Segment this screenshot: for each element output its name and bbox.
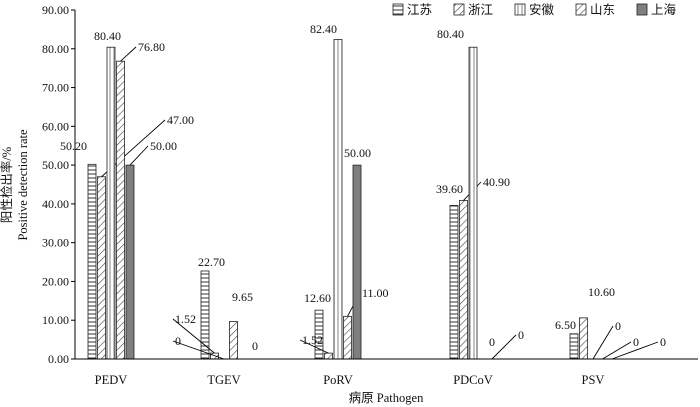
legend-swatch [453,3,465,16]
bar [87,163,97,360]
x-category-label: TGEV [207,373,240,387]
x-category-label: PEDV [95,373,128,387]
legend-swatch [575,3,587,16]
bar [333,39,343,360]
data-label: 0 [252,339,258,353]
y-tick-label: 10.00 [42,313,69,327]
data-label: 80.40 [94,29,121,43]
x-axis-title: 病原 Pathogen [349,390,424,405]
bar [569,333,579,360]
y-tick-label: 30.00 [42,236,69,250]
y-tick-label: 90.00 [42,3,69,17]
bar [116,60,125,360]
data-label: 50.20 [60,139,87,153]
bar [459,199,468,360]
y-tick-label: 70.00 [42,81,69,95]
legend-item: 浙江 [453,2,493,17]
y-axis-title-en: Positive detection rate [16,129,30,241]
data-label: 12.60 [304,291,331,305]
legend-label: 江苏 [407,2,432,17]
bar [324,352,333,360]
data-label: 6.50 [555,318,576,332]
y-tick-label: 50.00 [42,158,69,172]
bar [97,176,106,360]
legend-label: 浙江 [468,2,493,17]
legend-swatch [514,3,526,16]
legend-label: 上海 [651,2,677,17]
data-label: 0 [518,328,524,342]
bar [449,205,459,360]
legend-item: 安徽 [514,2,555,17]
data-label: 0 [660,335,666,349]
data-label: 0 [615,319,621,333]
bar [343,315,352,360]
data-label: 11.00 [362,286,389,300]
data-label: 0 [489,335,495,349]
data-label-leader [172,318,215,354]
x-category-label: PSV [582,373,605,387]
bar [125,164,135,360]
data-label-leader [129,145,149,166]
data-label: 50.00 [344,146,371,160]
legend: 江苏 浙江 安徽 山东 上海 [392,2,677,17]
y-tick-label: 60.00 [42,119,69,133]
data-label-leader [299,339,329,354]
y-tick-label: 40.00 [42,197,69,211]
data-label-leader [611,341,659,360]
legend-swatch [392,3,404,16]
legend-item: 山东 [575,3,615,17]
bar [468,46,478,360]
data-label-leader [491,334,517,360]
data-label-leader [592,325,614,360]
y-tick-label: 20.00 [42,274,69,288]
x-category-label: PDCoV [453,373,493,387]
data-label: 39.60 [436,182,463,196]
bar [352,164,362,360]
data-label-leader [120,46,137,62]
data-label: 82.40 [310,22,337,36]
y-axis-title-cn: 阳性检出率/% [0,147,14,223]
data-label: 0 [175,334,181,348]
data-label: 47.00 [167,113,194,127]
data-label: 1.52 [175,312,196,326]
data-label: 0 [633,335,639,349]
data-label: 22.70 [198,255,225,269]
data-label: 9.65 [232,290,253,304]
bar [579,317,588,360]
legend-label: 安徽 [529,2,555,17]
data-label: 76.80 [138,40,165,54]
x-category-label: PoRV [323,373,353,387]
data-label: 1.52 [302,333,323,347]
legend-swatch [636,3,648,16]
data-label: 50.00 [150,139,177,153]
legend-item: 江苏 [392,2,432,17]
bar [229,321,238,360]
data-label-leader [172,340,225,360]
y-tick-label: 0.00 [48,352,69,366]
data-label: 10.60 [588,285,615,299]
y-tick-label: 80.00 [42,42,69,56]
data-label: 80.40 [437,27,464,41]
data-label-leader [602,341,632,360]
legend-label: 山东 [590,3,615,17]
bar [106,46,116,360]
legend-item: 上海 [636,2,677,17]
data-label: 40.90 [483,175,510,189]
